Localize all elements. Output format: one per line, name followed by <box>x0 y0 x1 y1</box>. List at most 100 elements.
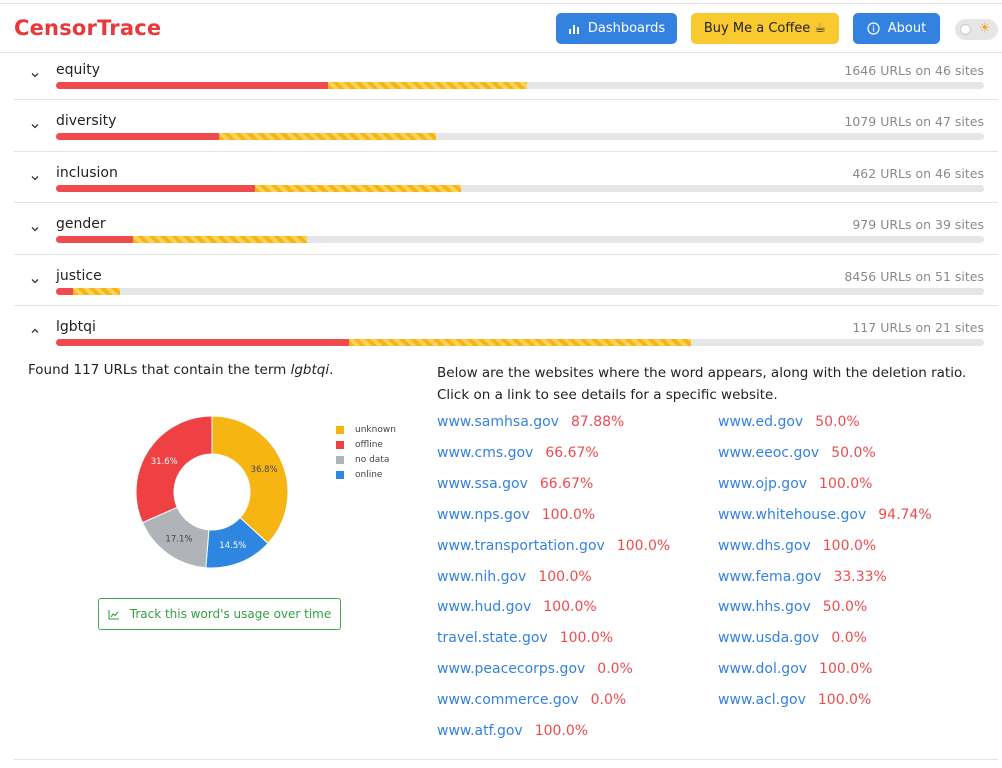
website-entry: www.eeoc.gov 50.0% <box>718 445 876 465</box>
unknown-segment <box>133 236 308 243</box>
website-entry: www.usda.gov 0.0% <box>718 630 867 650</box>
chevron-down-icon[interactable] <box>30 70 40 80</box>
deletion-ratio: 66.67% <box>545 444 599 461</box>
website-entry: www.hhs.gov 50.0% <box>718 599 867 619</box>
legend-swatch <box>336 455 344 464</box>
dashboards-label: Dashboards <box>587 21 666 36</box>
website-link[interactable]: www.ed.gov <box>718 414 804 430</box>
legend-swatch <box>336 425 344 434</box>
website-link[interactable]: www.hud.gov <box>437 599 532 616</box>
website-link[interactable]: www.ojp.gov <box>718 475 808 492</box>
coffee-label: Buy Me a Coffee ☕ <box>703 21 827 36</box>
unknown-segment <box>72 288 121 295</box>
website-link[interactable]: www.nih.gov <box>437 568 527 585</box>
legend-item-no-data[interactable]: no data <box>336 452 396 467</box>
legend-swatch <box>336 440 344 449</box>
website-link[interactable]: www.hhs.gov <box>718 599 811 616</box>
website-link[interactable]: www.transportation.gov <box>437 537 605 554</box>
offline-segment <box>56 82 328 89</box>
app-header: CensorTrace Dashboards Buy Me a Coffee ☕… <box>0 4 1002 53</box>
theme-toggle[interactable]: ☀ <box>955 19 998 40</box>
deletion-ratio: 0.0% <box>831 630 867 647</box>
donut-slice-offline[interactable] <box>135 415 213 524</box>
info-icon <box>867 22 880 35</box>
term-url-count: 8456 URLs on 51 sites <box>844 269 984 284</box>
website-entry: www.nih.gov 100.0% <box>437 569 592 589</box>
unknown-segment <box>349 339 691 346</box>
websites-intro: Below are the websites where the word ap… <box>437 365 967 403</box>
found-term: lgbtqi <box>290 362 330 378</box>
donut-slice-unknown[interactable] <box>211 415 289 545</box>
chevron-up-icon[interactable] <box>30 326 40 336</box>
website-link[interactable]: www.fema.gov <box>718 568 822 585</box>
website-link[interactable]: www.dol.gov <box>718 661 808 678</box>
term-row-diversity[interactable]: diversity 1079 URLs on 47 sites <box>14 100 998 152</box>
term-name: diversity <box>56 113 117 129</box>
legend-label: unknown <box>355 424 396 435</box>
chevron-down-icon[interactable] <box>30 173 40 183</box>
deletion-ratio: 0.0% <box>597 661 633 678</box>
website-link[interactable]: www.dhs.gov <box>718 537 811 554</box>
legend-item-unknown[interactable]: unknown <box>336 422 396 437</box>
bar-chart-icon <box>568 24 579 34</box>
deletion-ratio: 100.0% <box>616 537 671 554</box>
legend-item-offline[interactable]: offline <box>336 437 396 452</box>
website-link[interactable]: www.cms.gov <box>437 444 534 461</box>
found-summary: Found 117 URLs that contain the term lgb… <box>28 362 333 378</box>
term-row-inclusion[interactable]: inclusion 462 URLs on 46 sites <box>14 152 998 203</box>
website-link[interactable]: www.whitehouse.gov <box>718 506 867 523</box>
donut-slice-label: 17.1% <box>165 534 192 544</box>
buy-me-a-coffee-button[interactable]: Buy Me a Coffee ☕ <box>691 13 839 44</box>
website-link[interactable]: www.ssa.gov <box>437 475 528 492</box>
website-link[interactable]: www.nps.gov <box>437 506 530 523</box>
chevron-down-icon[interactable] <box>30 121 40 131</box>
website-entry: www.acl.gov 100.0% <box>718 692 871 712</box>
unknown-segment <box>254 185 461 192</box>
deletion-bar <box>56 339 984 346</box>
website-link[interactable]: www.acl.gov <box>718 692 806 709</box>
website-link[interactable]: travel.state.gov <box>437 630 548 647</box>
about-button[interactable]: About <box>853 13 940 44</box>
chevron-down-icon[interactable] <box>30 276 40 286</box>
legend-item-online[interactable]: online <box>336 467 396 482</box>
offline-segment <box>56 236 134 243</box>
deletion-ratio: 100.0% <box>817 692 872 709</box>
website-entry: www.cms.gov 66.67% <box>437 445 599 465</box>
chart-legend: unknown offline no data online <box>336 422 396 482</box>
term-name: equity <box>56 62 101 78</box>
dashboards-button[interactable]: Dashboards <box>556 13 677 44</box>
website-link[interactable]: www.samhsa.gov <box>437 414 559 430</box>
website-entry: www.ed.gov 50.0% <box>718 414 860 434</box>
website-link[interactable]: www.commerce.gov <box>437 692 579 709</box>
term-name: lgbtqi <box>56 319 96 335</box>
website-entry: www.peacecorps.gov 0.0% <box>437 661 633 681</box>
deletion-bar <box>56 288 984 295</box>
website-entry: www.dol.gov 100.0% <box>718 661 872 681</box>
term-url-count: 117 URLs on 21 sites <box>852 320 984 335</box>
term-row-gender[interactable]: gender 979 URLs on 39 sites <box>14 203 998 255</box>
legend-swatch <box>336 470 344 479</box>
deletion-ratio: 100.0% <box>822 537 877 554</box>
deletion-ratio: 66.67% <box>539 475 594 492</box>
website-link[interactable]: www.peacecorps.gov <box>437 661 586 678</box>
deletion-bar <box>56 133 984 140</box>
website-entry: www.hud.gov 100.0% <box>437 599 597 619</box>
term-name: inclusion <box>56 165 118 181</box>
term-url-count: 1646 URLs on 46 sites <box>844 63 984 78</box>
term-row-lgbtqi[interactable]: lgbtqi 117 URLs on 21 sites <box>14 306 998 352</box>
website-entry: travel.state.gov 100.0% <box>437 630 613 650</box>
chevron-down-icon[interactable] <box>30 224 40 234</box>
deletion-ratio: 100.0% <box>819 475 873 492</box>
term-row-justice[interactable]: justice 8456 URLs on 51 sites <box>14 255 998 306</box>
deletion-ratio: 94.74% <box>878 506 932 523</box>
deletion-ratio: 100.0% <box>541 506 596 523</box>
donut-slice-label: 36.8% <box>251 465 278 475</box>
track-usage-button[interactable]: Track this word's usage over time <box>98 598 341 630</box>
app-logo[interactable]: CensorTrace <box>14 16 162 40</box>
deletion-ratio: 87.88% <box>570 414 625 430</box>
website-entry: www.samhsa.gov 87.88% <box>437 414 624 434</box>
term-row-equity[interactable]: equity 1646 URLs on 46 sites <box>14 54 998 100</box>
website-link[interactable]: www.atf.gov <box>437 723 523 739</box>
website-link[interactable]: www.usda.gov <box>718 630 820 647</box>
website-link[interactable]: www.eeoc.gov <box>718 444 820 461</box>
